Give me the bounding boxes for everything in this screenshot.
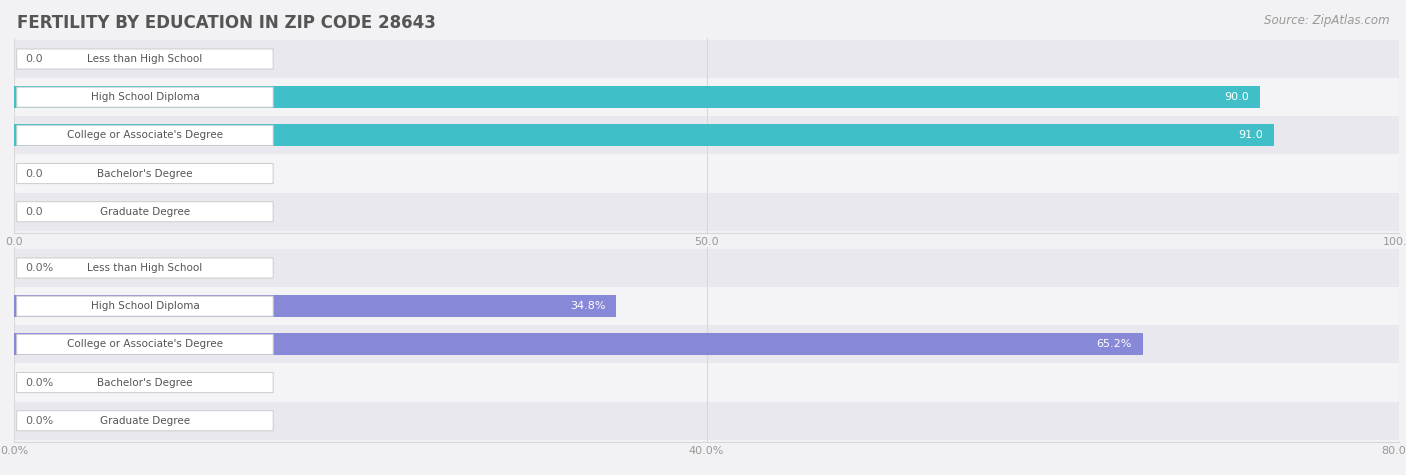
Text: College or Associate's Degree: College or Associate's Degree [67,130,224,141]
Text: 0.0: 0.0 [25,207,42,217]
Text: Bachelor's Degree: Bachelor's Degree [97,378,193,388]
Bar [14,333,1143,355]
FancyBboxPatch shape [17,163,273,184]
Bar [14,86,1261,108]
Text: Less than High School: Less than High School [87,54,202,64]
Text: 91.0: 91.0 [1239,130,1263,141]
Text: Graduate Degree: Graduate Degree [100,416,190,426]
Bar [14,78,1399,116]
Text: 34.8%: 34.8% [569,301,606,311]
Text: High School Diploma: High School Diploma [90,301,200,311]
Bar [14,193,1399,231]
Text: 0.0: 0.0 [25,169,42,179]
Bar [14,154,1399,193]
Bar [14,287,1399,325]
Bar [14,363,1399,402]
Text: Source: ZipAtlas.com: Source: ZipAtlas.com [1264,14,1389,27]
FancyBboxPatch shape [17,334,273,354]
Text: FERTILITY BY EDUCATION IN ZIP CODE 28643: FERTILITY BY EDUCATION IN ZIP CODE 28643 [17,14,436,32]
Text: Bachelor's Degree: Bachelor's Degree [97,169,193,179]
Text: 0.0: 0.0 [25,54,42,64]
Text: High School Diploma: High School Diploma [90,92,200,102]
FancyBboxPatch shape [17,258,273,278]
Text: 90.0: 90.0 [1225,92,1250,102]
FancyBboxPatch shape [17,296,273,316]
FancyBboxPatch shape [17,411,273,431]
FancyBboxPatch shape [17,49,273,69]
Text: 0.0%: 0.0% [25,416,53,426]
Text: 0.0%: 0.0% [25,263,53,273]
Text: 0.0%: 0.0% [25,378,53,388]
Text: Less than High School: Less than High School [87,263,202,273]
Bar [14,295,616,317]
Bar [14,402,1399,440]
Text: College or Associate's Degree: College or Associate's Degree [67,339,224,350]
Text: 65.2%: 65.2% [1097,339,1132,350]
Bar [14,116,1399,154]
Bar [14,249,1399,287]
FancyBboxPatch shape [17,202,273,222]
FancyBboxPatch shape [17,125,273,145]
Bar [14,124,1274,146]
FancyBboxPatch shape [17,372,273,393]
Bar [14,40,1399,78]
Text: Graduate Degree: Graduate Degree [100,207,190,217]
FancyBboxPatch shape [17,87,273,107]
Bar [14,325,1399,363]
